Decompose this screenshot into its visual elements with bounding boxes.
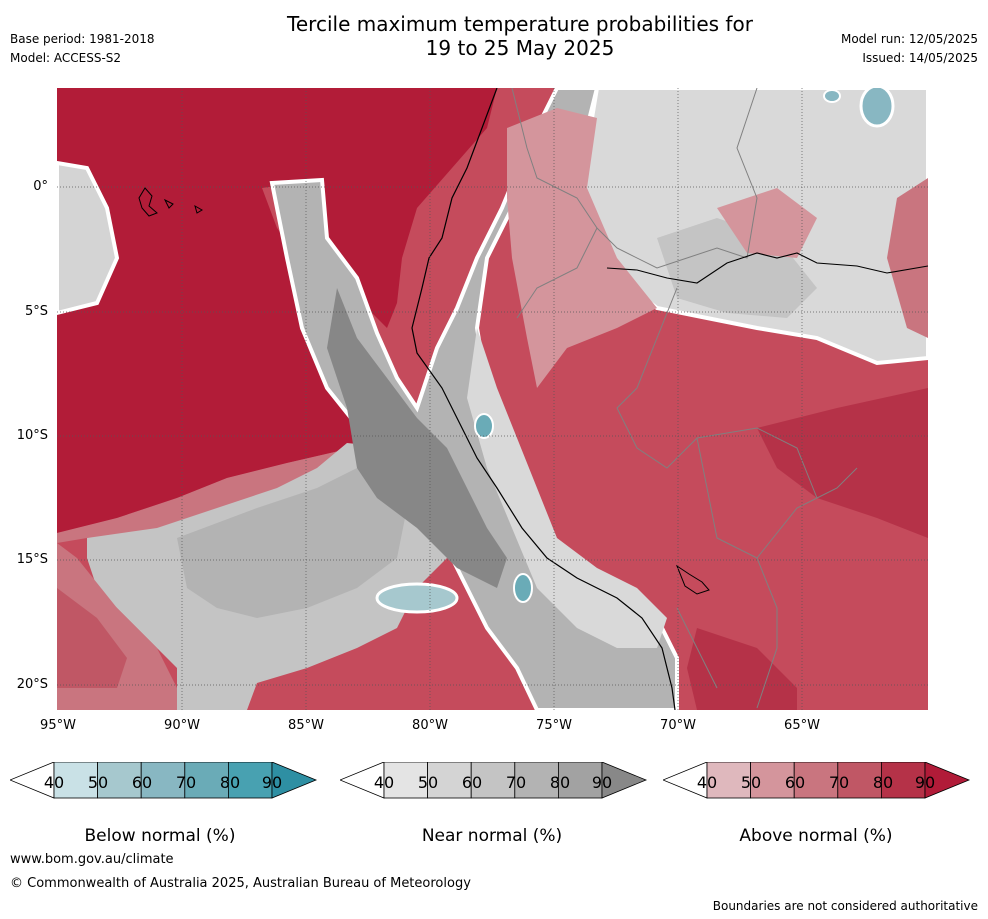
model-name-text: Model: ACCESS-S2 <box>10 51 122 65</box>
southwest-dark-red <box>57 588 127 688</box>
below-tick-40: 40 <box>43 773 65 792</box>
colorbar-segment <box>557 762 603 799</box>
colorbar-segment <box>470 762 516 799</box>
lat-label-5s: 5°S <box>24 304 48 319</box>
northeast-red-edge <box>887 178 928 338</box>
near-tick-90: 90 <box>591 773 613 792</box>
country-borders <box>511 88 858 709</box>
base-period-text: Base period: 1981-2018 <box>10 32 155 46</box>
colorbar-near-normal <box>340 762 648 799</box>
boundaries-disclaimer: Boundaries are not considered authoritat… <box>712 899 978 913</box>
lake-titicaca <box>675 564 710 595</box>
above-tick-50: 50 <box>740 773 762 792</box>
near-tick-80: 80 <box>549 773 571 792</box>
west-gray-pocket <box>57 160 120 316</box>
below-normal-patch-south <box>513 573 533 603</box>
colorbar-above-normal <box>663 762 971 799</box>
model-run-text: Model run: 12/05/2025 <box>840 32 978 46</box>
colorbar-segment <box>140 762 186 799</box>
title-line-2: 19 to 25 May 2025 <box>425 36 615 60</box>
title-line-1: Tercile maximum temperature probabilitie… <box>287 12 753 36</box>
colorbar-near-title: Near normal (%) <box>421 826 563 846</box>
southeast-dark-red <box>757 388 928 538</box>
colorbar-below-title: Below normal (%) <box>84 826 236 846</box>
bom-url-link[interactable]: www.bom.gov.au/climate <box>10 852 174 867</box>
lon-label-90w: 90°W <box>164 718 200 733</box>
above-tick-40: 40 <box>696 773 718 792</box>
near-tick-50: 50 <box>417 773 439 792</box>
bolivia-dark-red <box>687 628 797 710</box>
below-normal-patch-northeast <box>859 88 895 128</box>
above-tick-90: 90 <box>914 773 936 792</box>
map-title: Tercile maximum temperature probabilitie… <box>200 12 840 60</box>
lat-label-0: 0° <box>33 179 48 194</box>
near-tick-60: 60 <box>461 773 483 792</box>
map-gridlines <box>57 88 928 710</box>
inland-light-gray-band <box>467 328 667 648</box>
lon-label-95w: 95°W <box>40 718 76 733</box>
colorbar-segment <box>880 762 926 799</box>
colorbar-above-title: Above normal (%) <box>739 826 893 846</box>
lon-label-85w: 85°W <box>288 718 324 733</box>
coastal-dark-gray-core <box>327 288 507 588</box>
lat-label-15s: 15°S <box>16 552 48 567</box>
below-normal-patch-offshore <box>375 582 459 614</box>
amazon-red-intrusion <box>717 188 817 258</box>
colorbar-segment <box>383 762 428 799</box>
copyright-text: © Commonwealth of Australia 2025, Austra… <box>10 876 471 891</box>
above-tick-80: 80 <box>872 773 894 792</box>
lon-label-80w: 80°W <box>412 718 448 733</box>
near-tick-70: 70 <box>505 773 527 792</box>
lon-label-75w: 75°W <box>536 718 572 733</box>
colorbar-segment <box>184 762 229 799</box>
below-normal-patch-coast <box>474 413 494 439</box>
above-tick-70: 70 <box>828 773 850 792</box>
below-normal-patch-north <box>823 89 841 103</box>
colorbar-segment <box>750 762 795 799</box>
colorbar-segment <box>97 762 142 799</box>
colorbar-segment <box>227 762 273 799</box>
below-tick-70: 70 <box>175 773 197 792</box>
below-tick-80: 80 <box>219 773 241 792</box>
ocean-near-normal-dark <box>177 468 407 618</box>
below-tick-50: 50 <box>87 773 109 792</box>
near-tick-40: 40 <box>373 773 395 792</box>
issued-date-text: Issued: 14/05/2025 <box>862 51 978 65</box>
colorbar-segment <box>706 762 751 799</box>
below-tick-90: 90 <box>261 773 283 792</box>
above-tick-60: 60 <box>784 773 806 792</box>
lon-label-65w: 65°W <box>784 718 820 733</box>
coastline <box>411 88 676 710</box>
probability-map <box>57 88 928 710</box>
galapagos-islands <box>138 187 203 217</box>
colorbar-below-normal <box>10 762 318 799</box>
andes-light-red-band <box>507 108 657 388</box>
lon-label-70w: 70°W <box>660 718 696 733</box>
amazon-river <box>606 252 928 284</box>
lat-label-20s: 20°S <box>16 677 48 692</box>
below-tick-60: 60 <box>131 773 153 792</box>
colorbar-segment <box>793 762 839 799</box>
lat-label-10s: 10°S <box>16 428 48 443</box>
colorbar-segment <box>53 762 98 799</box>
